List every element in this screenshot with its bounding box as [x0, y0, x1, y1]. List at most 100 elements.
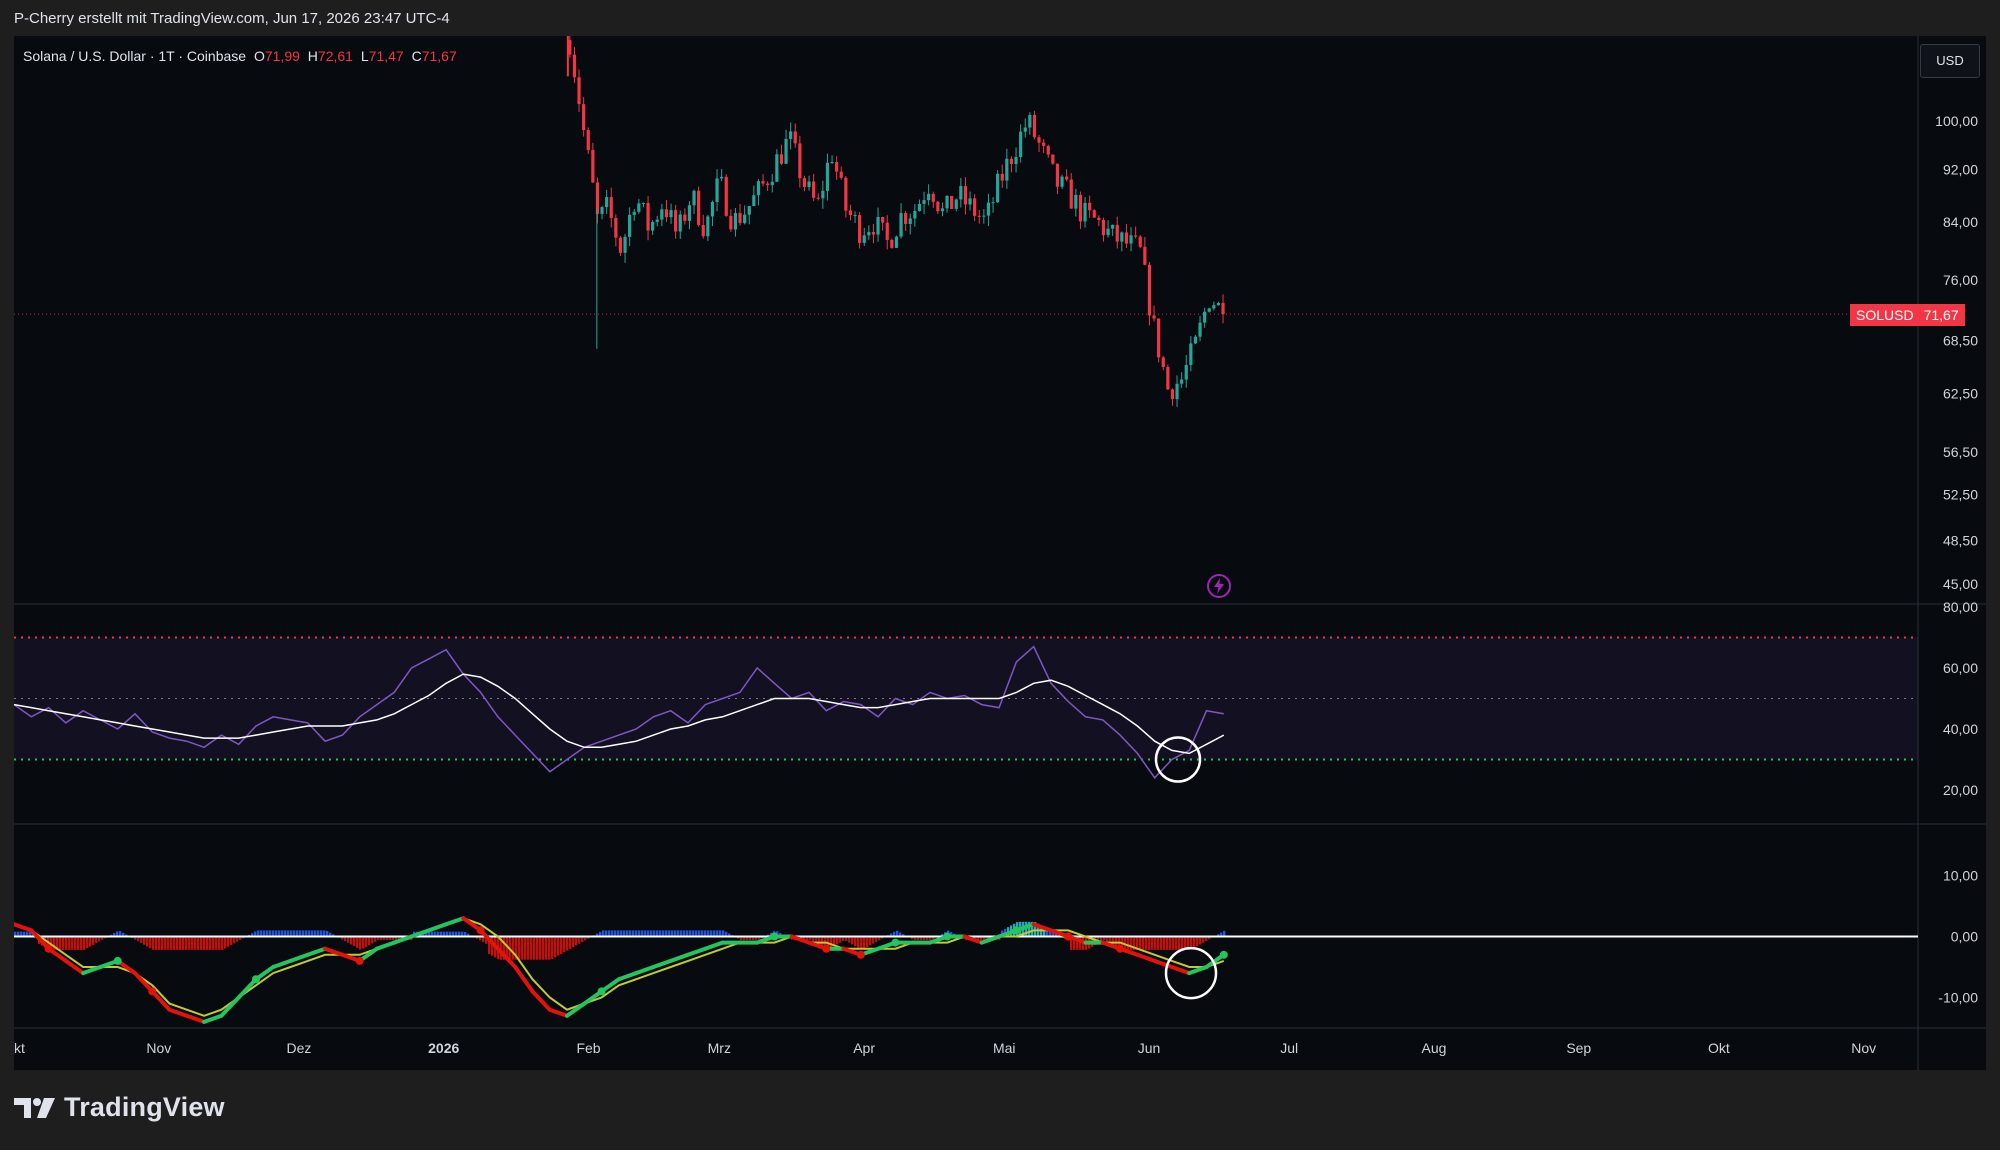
macd-histogram-bar [1181, 936, 1184, 950]
candle-body [1005, 158, 1009, 181]
candle-body [766, 183, 770, 186]
macd-line-segment [478, 928, 500, 951]
macd-histogram-bar [173, 936, 176, 950]
macd-histogram-bar [899, 932, 902, 937]
price-tick-label: 84,00 [1943, 214, 1978, 230]
macd-histogram-bar [1100, 936, 1103, 942]
macd-histogram-bar [659, 930, 662, 937]
macd-histogram-bar [86, 936, 89, 949]
macd-histogram-bar [347, 936, 350, 943]
candle-body [991, 202, 995, 204]
candle-body [660, 209, 664, 220]
candle-body [862, 235, 866, 243]
macd-tick-label: 10,00 [1943, 868, 1978, 884]
chart-header: P-Cherry erstellt mit TradingView.com, J… [0, 0, 2000, 36]
macd-histogram-bar [743, 936, 746, 941]
macd-histogram-bar [446, 931, 449, 937]
macd-histogram-bar [296, 930, 299, 937]
candle-body [701, 225, 705, 237]
snapshot-caption: P-Cherry erstellt mit TradingView.com, J… [14, 10, 450, 27]
macd-histogram-bar [191, 936, 194, 950]
currency-selector[interactable]: USD [1920, 44, 1980, 78]
candle-body [669, 210, 673, 218]
macd-histogram-bar [287, 930, 290, 937]
macd-histogram-bar [59, 936, 62, 950]
candle-body [1014, 157, 1018, 164]
macd-line-segment [495, 946, 518, 969]
rsi-tick-label: 80,00 [1943, 599, 1978, 615]
tradingview-mark-icon [14, 1097, 55, 1118]
macd-histogram-bar [461, 931, 464, 937]
candle-body [1212, 305, 1216, 309]
macd-histogram-bar [518, 936, 521, 960]
macd-histogram-bar [254, 931, 257, 937]
macd-cross-dot [1064, 932, 1073, 941]
macd-line-segment [236, 977, 258, 1000]
macd-histogram-bar [62, 936, 65, 950]
candle-body [986, 202, 991, 216]
candle-body [775, 154, 779, 182]
macd-histogram-bar [158, 936, 161, 950]
candle-body [858, 215, 862, 243]
macd-histogram-bar [14, 931, 17, 937]
macd-histogram-bar [20, 931, 23, 937]
macd-histogram-bar [620, 930, 623, 937]
candle-body [807, 181, 811, 187]
candle-body [674, 210, 678, 232]
candle-body [618, 237, 623, 253]
candle-body [1166, 366, 1170, 390]
macd-histogram-bar [425, 931, 428, 937]
candle-body [1037, 137, 1041, 143]
macd-histogram-bar [872, 936, 875, 944]
macd-histogram-bar [563, 936, 566, 953]
macd-histogram-bar [74, 936, 77, 950]
macd-histogram-bar [521, 936, 524, 960]
macd-histogram-bar [80, 936, 83, 950]
candle-body [1216, 302, 1221, 306]
macd-histogram-bar [740, 936, 743, 941]
macd-histogram-bar [458, 931, 461, 937]
candle-body [1115, 224, 1119, 242]
macd-histogram-bar [368, 936, 371, 946]
macd-histogram-bar [893, 931, 896, 937]
open-value: 71,99 [264, 48, 300, 64]
macd-histogram-bar [686, 930, 689, 937]
candle-body [729, 215, 733, 230]
chart-canvas[interactable]: kt Nov Dez 2026 Feb Mrz Apr Mai Jun Jul Aug Sep Okt N… [14, 36, 1986, 1070]
x-tick-label: Nov [1851, 1040, 1876, 1056]
tradingview-logo[interactable]: TradingView [14, 1092, 225, 1123]
macd-histogram-bar [914, 936, 917, 941]
x-tick-label: Aug [1422, 1040, 1447, 1056]
macd-histogram-bar [1172, 936, 1175, 950]
price-tag-symbol: SOLUSD [1856, 307, 1914, 323]
macd-histogram-bar [752, 936, 755, 941]
macd-tick-label: -10,00 [1938, 990, 1978, 1006]
candle-body [1055, 163, 1060, 187]
macd-histogram-bar [662, 930, 665, 937]
candle-body [577, 77, 581, 105]
candle-body [1184, 364, 1188, 380]
candle-body [1051, 154, 1055, 164]
rsi-line [14, 645, 1224, 779]
candle-body [1028, 114, 1032, 128]
macd-line-segment [202, 1013, 224, 1024]
macd-histogram-bar [431, 931, 434, 937]
chart-area[interactable]: kt Nov Dez 2026 Feb Mrz Apr Mai Jun Jul Aug Sep Okt N… [14, 36, 1986, 1070]
macd-cross-dot [891, 938, 900, 947]
macd-histogram-bar [929, 936, 932, 941]
macd-cross-dot [1219, 950, 1228, 959]
macd-histogram-bar [569, 936, 572, 949]
macd-cross-dot [44, 944, 53, 953]
macd-histogram-bar [113, 933, 116, 937]
macd-histogram-bar [314, 930, 317, 937]
macd-histogram-bar [1166, 936, 1169, 950]
candle-body [747, 206, 751, 215]
macd-histogram-bar [857, 936, 860, 948]
candle-body [1101, 219, 1106, 236]
macd-histogram-bar [911, 936, 914, 940]
macd-histogram-bar [941, 933, 944, 937]
lightning-icon[interactable] [1206, 573, 1232, 599]
macd-histogram-bar [146, 936, 149, 947]
macd-histogram-bar [350, 936, 353, 945]
macd-histogram-bar [386, 936, 389, 941]
